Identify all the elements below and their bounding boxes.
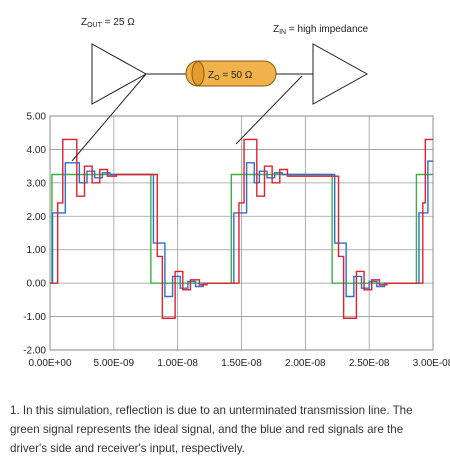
- receiver-pointer-arrow: [235, 75, 303, 145]
- y-tick-label: 3.00: [27, 178, 47, 189]
- y-tick-label: 2.00: [27, 212, 47, 223]
- y-tick-label: -2.00: [23, 346, 46, 357]
- receiver-signal-line: [50, 138, 433, 319]
- x-tick-label: 5.00E-09: [94, 358, 135, 369]
- y-tick-label: -1.00: [23, 312, 46, 323]
- y-tick-label: 1.00: [27, 245, 47, 256]
- schematic: ZOUT = 25 Ω ZO = 50 Ω ZIN = high impedan…: [81, 17, 369, 105]
- x-tick-label: 2.00E-08: [285, 358, 326, 369]
- receiver-impedance-label: ZIN = high impedance: [273, 24, 369, 36]
- line-impedance-label: ZO = 50 Ω: [208, 70, 253, 82]
- driver-impedance-label: ZOUT = 25 Ω: [81, 17, 135, 29]
- transmission-line-cable: ZO = 50 Ω: [185, 60, 277, 87]
- figure-caption: 1. In this simulation, reflection is due…: [10, 401, 442, 458]
- reflection-figure: ZOUT = 25 Ω ZO = 50 Ω ZIN = high impedan…: [23, 17, 450, 370]
- x-tick-label: 3.00E-08: [413, 358, 450, 369]
- chart-grid: [49, 115, 434, 351]
- pointer-arrows: [71, 73, 303, 162]
- caption-text: 1. In this simulation, reflection is due…: [10, 404, 413, 455]
- driver-signal-line: [50, 160, 433, 298]
- x-tick-label: 0.00E+00: [28, 358, 72, 369]
- x-tick-label: 1.50E-08: [221, 358, 262, 369]
- receiver-buffer-triangle: [312, 43, 369, 105]
- ideal-signal-line: [50, 173, 433, 284]
- x-tick-label: 1.00E-08: [157, 358, 198, 369]
- y-tick-label: 0.00: [27, 279, 47, 290]
- driver-pointer-arrow: [71, 73, 147, 162]
- x-tick-labels: 0.00E+00 5.00E-09 1.00E-08 1.50E-08 2.00E-08…: [28, 358, 450, 369]
- driver-buffer-triangle: [91, 43, 148, 105]
- waveform-chart: 5.00 4.00 3.00 2.00 1.00 0.00 -1.00 -2.00 0.00E…: [23, 112, 450, 370]
- x-tick-label: 2.50E-08: [349, 358, 390, 369]
- y-tick-label: 4.00: [27, 145, 47, 156]
- y-tick-label: 5.00: [27, 112, 47, 123]
- y-tick-labels: 5.00 4.00 3.00 2.00 1.00 0.00 -1.00 -2.00: [23, 112, 46, 357]
- chart-series: [50, 138, 433, 319]
